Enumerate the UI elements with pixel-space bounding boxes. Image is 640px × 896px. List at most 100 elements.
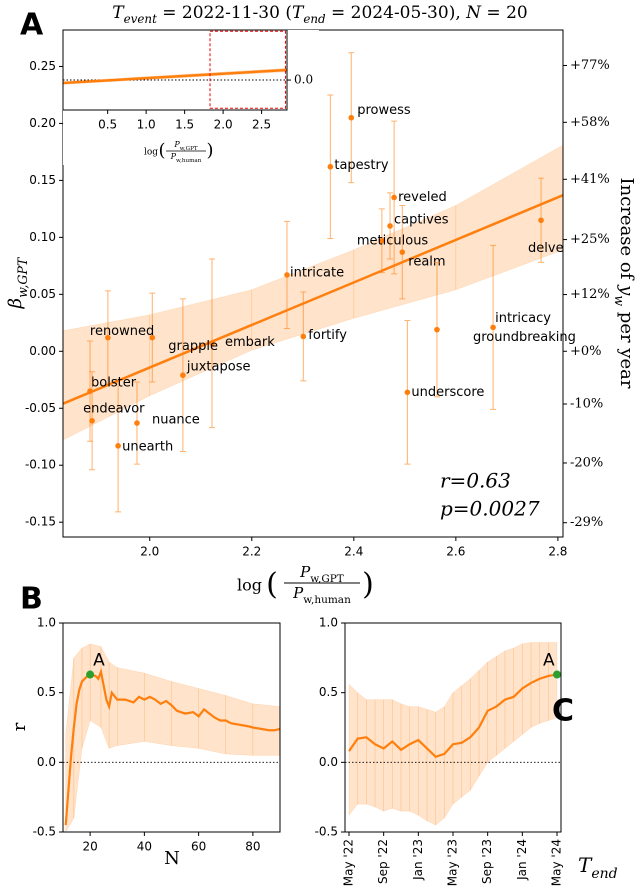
panel-label: B bbox=[20, 582, 43, 617]
confidence-band bbox=[251, 249, 355, 351]
y-axis-label: r bbox=[9, 722, 30, 731]
data-line bbox=[62, 194, 564, 405]
title-part: end bbox=[303, 12, 326, 26]
confidence-band bbox=[539, 642, 549, 724]
point-label: intricacy bbox=[495, 311, 551, 326]
label-part: w bbox=[612, 295, 627, 306]
label-part: ( bbox=[266, 567, 278, 602]
annotation: r=0.63 bbox=[440, 469, 511, 493]
data-point bbox=[209, 340, 215, 347]
y-tick-label: 0.5 bbox=[319, 685, 338, 699]
confidence-band bbox=[400, 703, 410, 812]
confidence-band bbox=[348, 683, 358, 817]
x-tick-label: Jan '24 bbox=[515, 839, 529, 881]
data-point bbox=[149, 334, 156, 341]
confidence-band bbox=[470, 669, 480, 792]
confidence-band bbox=[89, 643, 102, 728]
label-part: per year bbox=[616, 306, 637, 389]
confidence-band bbox=[452, 685, 462, 805]
y2-tick-label: +58% bbox=[570, 115, 610, 130]
confidence-band bbox=[522, 642, 532, 735]
point-label: juxtapose bbox=[186, 360, 251, 375]
data-line bbox=[64, 667, 281, 826]
y-tick-label: 0.10 bbox=[29, 230, 56, 244]
point-label: unearth bbox=[122, 439, 173, 454]
data-point bbox=[399, 249, 406, 255]
data-point bbox=[300, 333, 307, 340]
highlight-label: A bbox=[93, 651, 105, 671]
data-point bbox=[379, 237, 385, 244]
confidence-band bbox=[171, 681, 199, 749]
data-point bbox=[538, 217, 544, 224]
x-tick-label: May '22 bbox=[342, 839, 356, 886]
x-axis-label: Tend bbox=[578, 853, 618, 883]
x-tick-label: May '23 bbox=[446, 839, 460, 886]
title-part: N bbox=[465, 3, 482, 23]
data-point bbox=[105, 334, 111, 341]
y2-tick-label: -10% bbox=[570, 397, 603, 412]
point-label: endeavor bbox=[83, 401, 145, 416]
confidence-band bbox=[444, 691, 454, 819]
y-tick-label: 0.0 bbox=[294, 73, 313, 87]
label-part: Increase of bbox=[616, 178, 637, 286]
confidence-band bbox=[383, 699, 393, 812]
y-tick-label: 0.0 bbox=[319, 755, 338, 769]
title-part: = 20 bbox=[481, 3, 528, 23]
point-label: captives bbox=[394, 212, 449, 227]
point-label: prowess bbox=[357, 103, 411, 118]
label-part: ) bbox=[206, 140, 213, 161]
label-part: ( bbox=[158, 140, 165, 161]
panel-label: A bbox=[20, 8, 44, 43]
title-part: event bbox=[124, 12, 157, 26]
point-label: grapple bbox=[168, 339, 218, 354]
confidence-band bbox=[374, 699, 384, 812]
point-label: nuance bbox=[152, 413, 200, 428]
point-label: tapestry bbox=[334, 158, 389, 173]
confidence-band bbox=[144, 672, 172, 746]
y2-tick-label: +41% bbox=[570, 172, 610, 187]
confidence-band bbox=[461, 678, 471, 798]
x-tick-label: Jan '23 bbox=[411, 839, 425, 881]
x-tick-label: May '24 bbox=[550, 839, 564, 886]
data-point bbox=[87, 388, 93, 394]
label-part: T bbox=[578, 853, 593, 877]
confidence-band bbox=[530, 642, 540, 728]
label-part: ) bbox=[362, 567, 374, 602]
y-tick-label: 1.0 bbox=[37, 616, 56, 630]
data-point bbox=[115, 443, 121, 449]
x-tick-label: 0.5 bbox=[98, 118, 117, 132]
point-label: delve bbox=[528, 241, 564, 256]
axes-frame bbox=[62, 622, 281, 833]
data-point bbox=[391, 194, 397, 201]
label-part: P bbox=[299, 563, 311, 581]
highlight-point bbox=[553, 670, 561, 679]
label-part: log bbox=[237, 576, 262, 595]
x-tick-label: 20 bbox=[82, 840, 97, 854]
data-point bbox=[387, 223, 393, 229]
inset-background bbox=[63, 30, 319, 165]
x-tick-label: Sep '22 bbox=[376, 839, 390, 884]
zoom-box bbox=[209, 30, 286, 109]
x-tick-label: 80 bbox=[245, 840, 260, 854]
y-tick-label: -0.5 bbox=[33, 825, 56, 839]
label-part: P bbox=[170, 152, 177, 161]
y-tick-label: -0.15 bbox=[25, 515, 56, 529]
data-line bbox=[62, 68, 288, 85]
point-label: groundbreaking bbox=[473, 330, 576, 345]
label-part: w,GPT bbox=[180, 146, 198, 152]
point-label: embark bbox=[225, 335, 275, 350]
y-tick-label: 0.20 bbox=[29, 116, 56, 130]
x-axis-label: log ( Pw,GPT Pw,human ) bbox=[237, 563, 374, 606]
data-point bbox=[327, 163, 334, 170]
point-label: intricate bbox=[290, 265, 344, 280]
label-part: Pw,GPT bbox=[299, 563, 344, 585]
point-label: realm bbox=[408, 255, 445, 270]
point-label: renowned bbox=[90, 324, 154, 339]
y-tick-label: 0.05 bbox=[29, 287, 56, 301]
label-part: w,GPT bbox=[310, 573, 344, 585]
label-part: end bbox=[591, 866, 617, 882]
panel-a: prowess tapestry reveled captives meticulous… bbox=[25, 29, 610, 559]
data-point bbox=[490, 324, 496, 331]
label-part: w,GPT bbox=[15, 256, 30, 298]
